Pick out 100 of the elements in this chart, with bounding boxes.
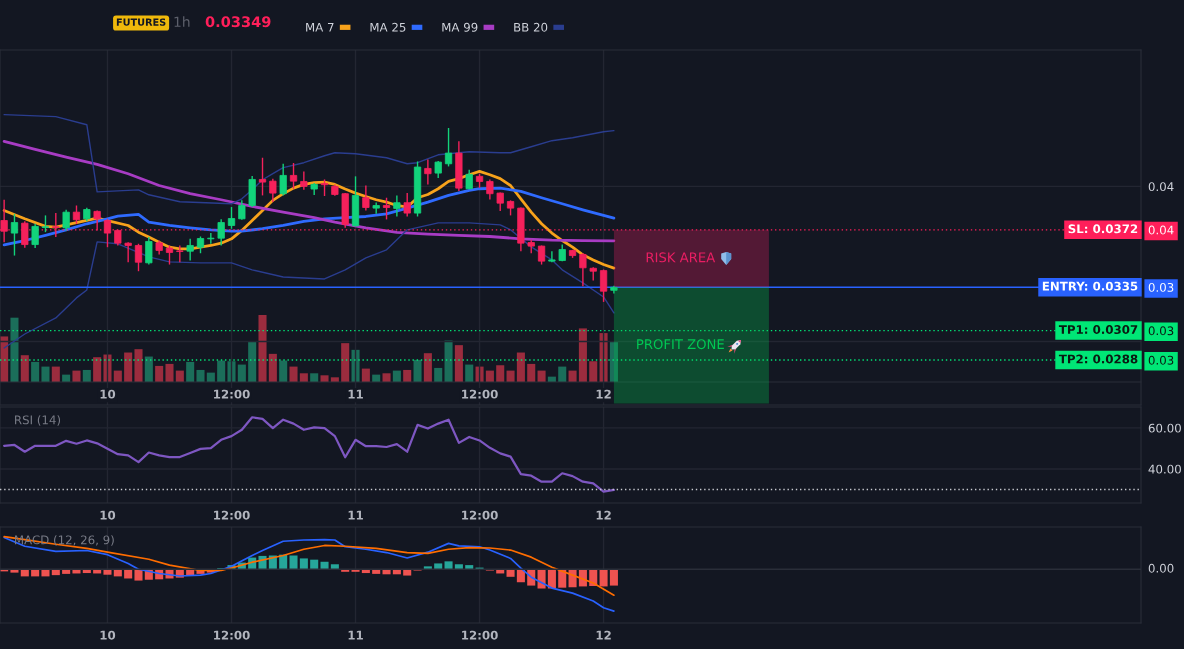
y-tick-label: 0.03 [1148,282,1174,292]
bar [186,361,195,382]
bar [609,569,618,586]
bar [20,355,29,382]
legend-label: BB 20 [514,22,548,32]
bar [258,315,267,382]
candlestick [227,206,236,230]
text: 1h [174,16,190,27]
y-tick-label: 40.00 [1148,464,1181,474]
candlestick [403,192,411,218]
band-label: RISK AREA [646,252,716,263]
candlestick [289,162,298,190]
candlestick [258,157,267,197]
bar [299,558,308,570]
bar [279,360,288,382]
bar [444,561,453,570]
candlestick [579,252,587,287]
y-tick-label: 0.03 [1148,355,1174,365]
bar [434,563,443,570]
text: RSI (14) [15,415,61,426]
candlestick [496,191,504,212]
x-tick-label: 12:00 [214,510,250,520]
bar [465,364,474,382]
candlestick [103,218,112,248]
bar [51,366,60,382]
candlestick [393,194,401,218]
bar [144,356,153,382]
bar [423,566,432,570]
bar [237,364,246,382]
bar [434,367,443,382]
candlestick [424,158,432,186]
bar [10,317,19,382]
bar [465,565,474,570]
candlestick [134,243,143,272]
bar [227,361,236,382]
bar [268,353,277,382]
x-tick-label: 12:00 [462,389,498,399]
x-tick-label: 12 [596,630,611,640]
candlestick [217,218,225,247]
bar [454,564,463,570]
bar [320,561,329,570]
ref-line-label: TP1: 0.0307 [1058,325,1138,335]
ref-line-label: SL: 0.0372 [1068,224,1138,234]
bar [217,360,226,382]
candlestick [62,209,70,232]
bar [31,361,40,382]
bar [289,366,298,382]
bar [527,363,536,382]
candlestick [269,177,277,203]
candlestick [362,184,370,212]
text: FUTURES [116,18,166,26]
bar [134,349,143,382]
x-tick-label: 11 [348,630,363,640]
y-tick-label: 0.03 [1148,326,1174,336]
bar [82,369,91,382]
ref-line-label: 0.00 [1148,563,1174,573]
candlestick [186,238,194,262]
candlestick [10,213,19,257]
bar [341,343,350,382]
candlestick [537,244,546,266]
bar [155,365,164,382]
bar [599,569,608,587]
x-tick-label: 11 [348,389,363,399]
x-tick-label: 10 [100,630,116,640]
bar [403,369,412,382]
bar [72,370,81,382]
bar [382,373,391,382]
candlestick [72,204,81,225]
bar [351,349,360,382]
bar [41,366,50,382]
bar [423,353,432,382]
candlestick [31,223,39,249]
bar [444,340,453,382]
bar [103,354,112,382]
bar [196,369,205,382]
bar [496,365,505,382]
bar [516,352,525,382]
bar [248,341,257,382]
ref-line-label: TP2: 0.0288 [1058,354,1138,364]
bar [330,564,339,570]
candlestick [145,236,153,266]
bar [320,375,329,382]
y-tick-label: 60.00 [1148,423,1181,433]
bar [289,555,298,570]
bar [93,357,102,382]
bar [310,373,319,382]
legend-label: MA 25 [370,22,406,32]
candlestick [124,241,132,263]
bar [609,341,618,382]
candlestick [176,244,184,263]
x-tick-label: 12:00 [462,630,498,640]
x-tick-label: 12:00 [462,510,498,520]
x-tick-label: 12:00 [214,389,250,399]
x-tick-label: 12:00 [214,630,250,640]
candlestick [599,268,608,303]
x-tick-label: 10 [100,510,116,520]
bar [558,366,567,382]
bar [299,373,308,382]
bar [413,359,422,382]
candlestick [486,178,494,201]
